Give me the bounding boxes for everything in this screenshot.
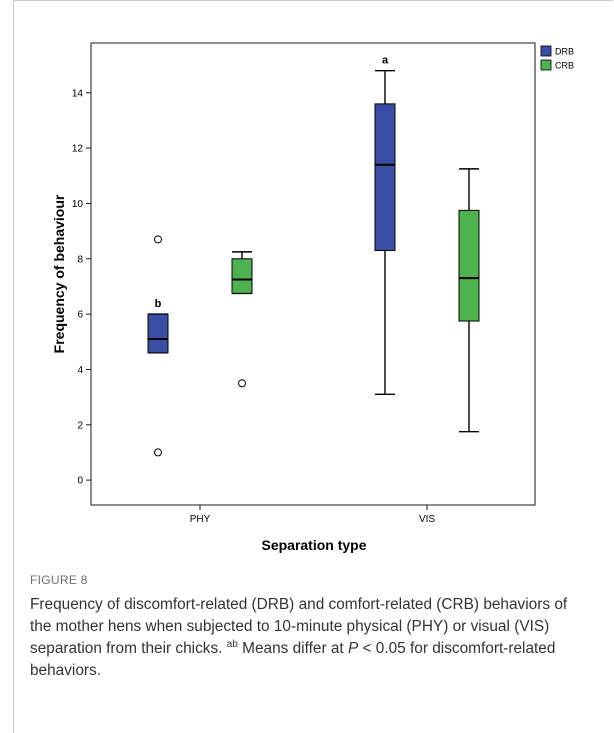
x-tick-label: VIS <box>419 514 435 525</box>
y-axis: 0 2 4 6 8 10 12 14 <box>72 88 91 487</box>
figure-caption-text: Frequency of discomfort-related (DRB) an… <box>30 594 590 682</box>
y-tick-label: 10 <box>72 199 84 210</box>
box-crb-vis <box>458 168 480 433</box>
legend-label-drb: DRB <box>555 47 574 57</box>
box-body <box>231 258 253 294</box>
outlier-point <box>154 448 162 457</box>
box-series: ba <box>147 55 480 457</box>
significance-letter: b <box>155 298 162 310</box>
legend-swatch-drb <box>540 45 552 57</box>
caption-tail-text: < 0.05 for discomfort-related behaviors. <box>30 640 556 679</box>
y-tick-label: 8 <box>77 254 83 265</box>
y-tick-label: 6 <box>77 310 83 321</box>
box-body <box>458 209 480 322</box>
caption-means-text: Means differ at <box>242 640 344 657</box>
box-drb-vis: a <box>374 55 396 396</box>
significance-letter: a <box>382 55 389 67</box>
outlier-point <box>238 379 246 388</box>
y-tick-label: 4 <box>77 365 83 376</box>
caption-superscript: ab <box>226 639 238 650</box>
outlier-point <box>154 235 162 244</box>
box-drb-phy: b <box>147 235 169 457</box>
legend-label-crb: CRB <box>555 61 574 71</box>
y-axis-label: Frequency of behaviour <box>51 194 67 353</box>
legend-swatch-crb <box>540 59 552 71</box>
caption-main-text: Frequency of discomfort-related (DRB) an… <box>30 596 568 657</box>
figure-frame <box>13 0 613 733</box>
box-crb-phy <box>231 251 253 388</box>
y-tick-label: 12 <box>72 144 84 155</box>
x-tick-label: PHY <box>190 514 211 525</box>
x-axis-label: Separation type <box>261 537 366 553</box>
box-body <box>374 103 396 251</box>
box-body <box>147 313 169 354</box>
x-axis: PHY VIS <box>190 505 435 525</box>
y-tick-label: 14 <box>72 88 84 99</box>
y-tick-label: 2 <box>77 420 83 431</box>
caption-p-symbol: P <box>347 640 359 657</box>
y-tick-label: 0 <box>77 476 83 487</box>
figure-label: FIGURE 8 <box>30 573 88 587</box>
legend: DRB CRB <box>540 45 574 71</box>
figure-caption: FIGURE 8 Frequency of discomfort-related… <box>30 573 590 682</box>
